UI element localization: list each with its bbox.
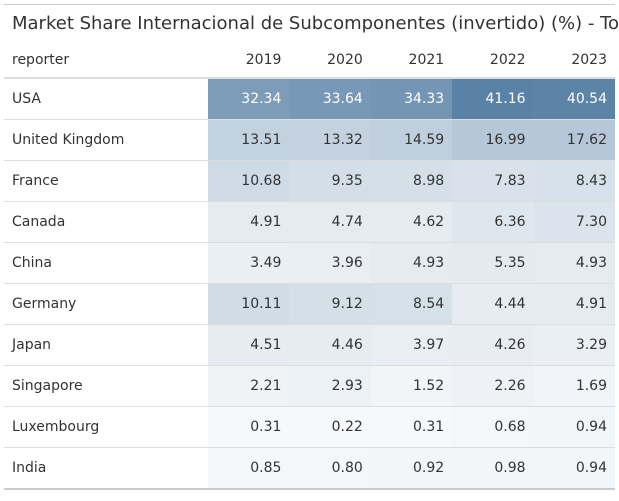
table-row: Germany 10.11 9.12 8.54 4.44 4.91 xyxy=(4,283,615,325)
value-cell: 1.52 xyxy=(370,365,453,407)
value-cell: 3.97 xyxy=(370,324,453,366)
value-cell: 5.35 xyxy=(452,242,534,284)
value-cell: 9.12 xyxy=(289,283,371,325)
value-cell: 3.29 xyxy=(533,324,615,366)
value-cell: 41.16 xyxy=(452,78,534,120)
value-cell: 8.54 xyxy=(370,283,453,325)
reporter-cell: France xyxy=(4,160,208,202)
value-cell: 1.69 xyxy=(533,365,615,407)
value-cell: 4.62 xyxy=(370,201,453,243)
value-cell: 40.54 xyxy=(533,78,615,120)
value-cell: 0.31 xyxy=(370,406,453,448)
table-row: USA 32.34 33.64 34.33 41.16 40.54 xyxy=(4,78,615,120)
reporter-cell: Japan xyxy=(4,324,208,366)
value-cell: 13.32 xyxy=(289,119,371,161)
reporter-cell: USA xyxy=(4,78,208,120)
value-cell: 0.68 xyxy=(452,406,534,448)
value-cell: 10.68 xyxy=(208,160,290,202)
column-header: 2023 xyxy=(533,42,615,79)
reporter-cell: Singapore xyxy=(4,365,208,407)
column-header: reporter xyxy=(4,42,208,79)
table-row: Canada 4.91 4.74 4.62 6.36 7.30 xyxy=(4,201,615,243)
value-cell: 7.30 xyxy=(533,201,615,243)
table-row: France 10.68 9.35 8.98 7.83 8.43 xyxy=(4,160,615,202)
value-cell: 4.44 xyxy=(452,283,534,325)
table-row: United Kingdom 13.51 13.32 14.59 16.99 17.62 xyxy=(4,119,615,161)
value-cell: 0.31 xyxy=(208,406,290,448)
value-cell: 2.26 xyxy=(452,365,534,407)
value-cell: 32.34 xyxy=(208,78,290,120)
reporter-cell: India xyxy=(4,447,208,490)
value-cell: 33.64 xyxy=(289,78,371,120)
value-cell: 4.46 xyxy=(289,324,371,366)
table-row: China 3.49 3.96 4.93 5.35 4.93 xyxy=(4,242,615,284)
reporter-cell: United Kingdom xyxy=(4,119,208,161)
column-header: 2022 xyxy=(452,42,534,79)
value-cell: 4.26 xyxy=(452,324,534,366)
table-body: USA 32.34 33.64 34.33 41.16 40.54 United Kingd… xyxy=(4,78,615,490)
value-cell: 4.91 xyxy=(208,201,290,243)
value-cell: 14.59 xyxy=(370,119,453,161)
value-cell: 10.11 xyxy=(208,283,290,325)
value-cell: 4.51 xyxy=(208,324,290,366)
value-cell: 4.74 xyxy=(289,201,371,243)
value-cell: 17.62 xyxy=(533,119,615,161)
column-header: 2019 xyxy=(208,42,290,79)
table-title: Market Share Internacional de Subcompone… xyxy=(12,13,619,34)
value-cell: 4.91 xyxy=(533,283,615,325)
value-cell: 34.33 xyxy=(370,78,453,120)
value-cell: 2.21 xyxy=(208,365,290,407)
value-cell: 7.83 xyxy=(452,160,534,202)
header-row: reporter 2019 2020 2021 2022 2023 xyxy=(4,42,615,79)
value-cell: 9.35 xyxy=(289,160,371,202)
value-cell: 0.22 xyxy=(289,406,371,448)
table-row: India 0.85 0.80 0.92 0.98 0.94 xyxy=(4,447,615,490)
reporter-cell: Luxembourg xyxy=(4,406,208,448)
value-cell: 0.98 xyxy=(452,447,534,490)
reporter-cell: China xyxy=(4,242,208,284)
value-cell: 8.43 xyxy=(533,160,615,202)
value-cell: 16.99 xyxy=(452,119,534,161)
value-cell: 0.94 xyxy=(533,406,615,448)
column-header: 2020 xyxy=(289,42,371,79)
value-cell: 0.92 xyxy=(370,447,453,490)
value-cell: 0.94 xyxy=(533,447,615,490)
value-cell: 3.96 xyxy=(289,242,371,284)
data-table: reporter 2019 2020 2021 2022 2023 USA 32.34 33.… xyxy=(4,42,615,490)
value-cell: 0.80 xyxy=(289,447,371,490)
value-cell: 2.93 xyxy=(289,365,371,407)
table-row: Singapore 2.21 2.93 1.52 2.26 1.69 xyxy=(4,365,615,407)
value-cell: 4.93 xyxy=(370,242,453,284)
reporter-cell: Germany xyxy=(4,283,208,325)
value-cell: 3.49 xyxy=(208,242,290,284)
value-cell: 0.85 xyxy=(208,447,290,490)
reporter-cell: Canada xyxy=(4,201,208,243)
table-row: Japan 4.51 4.46 3.97 4.26 3.29 xyxy=(4,324,615,366)
table-row: Luxembourg 0.31 0.22 0.31 0.68 0.94 xyxy=(4,406,615,448)
value-cell: 13.51 xyxy=(208,119,290,161)
value-cell: 6.36 xyxy=(452,201,534,243)
value-cell: 8.98 xyxy=(370,160,453,202)
value-cell: 4.93 xyxy=(533,242,615,284)
table-widget: Market Share Internacional de Subcompone… xyxy=(4,4,619,490)
column-header: 2021 xyxy=(370,42,453,79)
